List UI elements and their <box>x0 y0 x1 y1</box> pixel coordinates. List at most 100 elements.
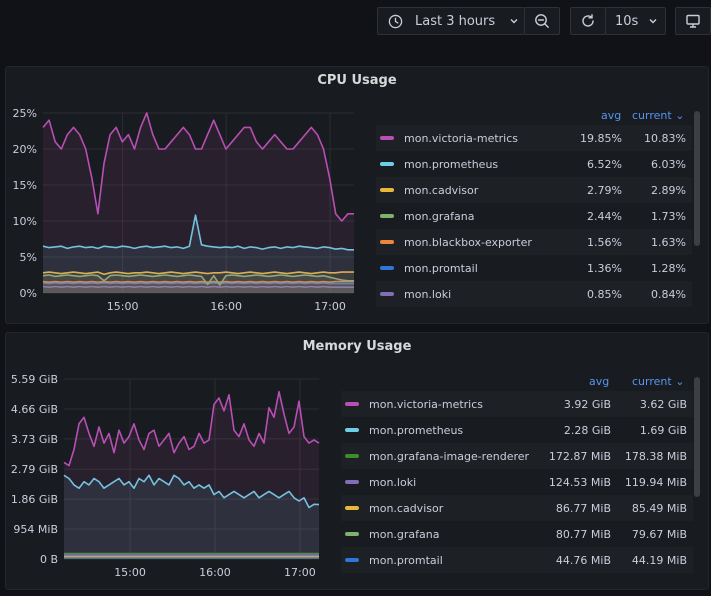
series-line[interactable] <box>42 271 354 276</box>
series-color-swatch[interactable] <box>380 292 394 296</box>
legend-current-header[interactable]: current ⌄ <box>632 375 685 388</box>
series-color-swatch[interactable] <box>380 214 394 218</box>
series-line[interactable] <box>42 280 354 283</box>
y-tick-label: 1.86 GiB <box>11 493 58 506</box>
series-name[interactable]: mon.prometheus <box>404 157 499 171</box>
panel-title[interactable]: CPU Usage <box>317 73 397 88</box>
series-name[interactable]: mon.victoria-metrics <box>404 131 519 145</box>
y-tick-label: 5.59 GiB <box>11 373 58 386</box>
legend-item[interactable]: mon.grafana-image-renderer 172.87 MiB 178.… <box>341 443 693 469</box>
series-line[interactable] <box>63 474 320 509</box>
series-area <box>43 275 354 293</box>
series-current-value: 6.03% <box>651 157 686 171</box>
memory-usage-panel: Memory Usage 0 B 954 MiB 1.86 GiB 2.79 GiB 3… <box>5 332 709 590</box>
series-line[interactable] <box>42 285 354 288</box>
series-area <box>64 391 319 559</box>
series-color-swatch[interactable] <box>345 402 359 406</box>
legend-item[interactable]: mon.grafana 2.44% 1.73% <box>376 203 692 229</box>
y-tick-label: 15% <box>13 179 37 192</box>
series-name[interactable]: mon.cadvisor <box>404 183 479 197</box>
tv-mode-button[interactable] <box>675 7 711 35</box>
legend-item[interactable]: mon.loki 0.85% 0.84% <box>376 281 692 307</box>
series-color-swatch[interactable] <box>345 558 359 562</box>
refresh-interval-picker[interactable]: 10s <box>605 7 666 35</box>
series-color-swatch[interactable] <box>345 506 359 510</box>
series-avg-value: 124.53 MiB <box>548 475 611 489</box>
legend-item[interactable]: mon.cadvisor 86.77 MiB 85.49 MiB <box>341 495 693 521</box>
time-range-label: Last 3 hours <box>415 13 496 29</box>
series-name[interactable]: mon.loki <box>369 475 417 489</box>
legend-avg-header[interactable]: avg <box>601 109 622 122</box>
series-area <box>43 215 354 293</box>
series-color-swatch[interactable] <box>380 266 394 270</box>
y-tick-label: 0 B <box>40 553 58 566</box>
series-color-swatch[interactable] <box>345 532 359 536</box>
zoom-out-button[interactable] <box>524 7 560 35</box>
series-current-value: 44.19 MiB <box>631 553 687 567</box>
series-name[interactable]: mon.grafana-image-renderer <box>369 449 530 463</box>
series-color-swatch[interactable] <box>345 428 359 432</box>
x-tick-label: 16:00 <box>199 566 231 579</box>
series-area <box>43 282 354 293</box>
series-name[interactable]: mon.blackbox-exporter <box>404 235 532 249</box>
legend-item[interactable]: mon.promtail 44.76 MiB 44.19 MiB <box>341 547 693 573</box>
y-tick-label: 20% <box>13 143 37 156</box>
legend-item[interactable]: mon.prometheus 6.52% 6.03% <box>376 151 692 177</box>
series-area <box>43 286 354 293</box>
series-name[interactable]: mon.prometheus <box>369 423 464 437</box>
series-color-swatch[interactable] <box>345 480 359 484</box>
legend-item[interactable]: mon.prometheus 2.28 GiB 1.69 GiB <box>341 417 693 443</box>
series-avg-value: 0.85% <box>587 287 622 301</box>
series-name[interactable]: mon.grafana <box>369 527 440 541</box>
legend-scrollbar[interactable] <box>694 377 700 497</box>
series-name[interactable]: mon.promtail <box>404 261 478 275</box>
series-color-swatch[interactable] <box>345 454 359 458</box>
legend-item[interactable]: mon.victoria-metrics 19.85% 10.83% <box>376 125 692 151</box>
panel-title[interactable]: Memory Usage <box>302 339 412 354</box>
series-line[interactable] <box>42 282 354 285</box>
series-avg-value: 2.44% <box>587 209 622 223</box>
series-current-value: 85.49 MiB <box>631 501 687 515</box>
series-line[interactable] <box>42 274 354 286</box>
series-current-value: 1.63% <box>651 235 686 249</box>
series-area <box>43 272 354 293</box>
legend-item[interactable]: mon.loki 124.53 MiB 119.94 MiB <box>341 469 693 495</box>
series-avg-value: 6.52% <box>587 157 622 171</box>
series-color-swatch[interactable] <box>380 136 394 140</box>
series-name[interactable]: mon.promtail <box>369 553 443 567</box>
y-tick-label: 4.66 GiB <box>11 403 58 416</box>
series-line[interactable] <box>42 214 354 251</box>
series-line[interactable] <box>42 112 354 222</box>
series-color-swatch[interactable] <box>380 188 394 192</box>
series-avg-value: 3.92 GiB <box>563 397 611 411</box>
series-line[interactable] <box>63 390 320 467</box>
zoom-out-icon <box>534 13 550 29</box>
plot-area <box>43 113 354 293</box>
legend-avg-header[interactable]: avg <box>589 375 610 388</box>
legend-item[interactable]: mon.blackbox-exporter 1.56% 1.63% <box>376 229 692 255</box>
series-name[interactable]: mon.loki <box>404 287 452 301</box>
legend-current-header[interactable]: current ⌄ <box>632 109 685 122</box>
series-name[interactable]: mon.cadvisor <box>369 501 444 515</box>
y-tick-label: 5% <box>20 251 37 264</box>
chevron-down-icon: ⌄ <box>675 375 685 388</box>
series-avg-value: 172.87 MiB <box>548 449 611 463</box>
cpu-legend: avg current ⌄ mon.victoria-metrics 19.85%… <box>376 109 702 319</box>
series-color-swatch[interactable] <box>380 240 394 244</box>
series-color-swatch[interactable] <box>380 162 394 166</box>
series-name[interactable]: mon.grafana <box>404 209 475 223</box>
legend-item[interactable]: mon.cadvisor 2.79% 2.89% <box>376 177 692 203</box>
legend-item[interactable]: mon.promtail 1.36% 1.28% <box>376 255 692 281</box>
time-range-picker[interactable]: Last 3 hours <box>377 7 525 35</box>
series-area <box>43 113 354 293</box>
legend-item[interactable]: mon.victoria-metrics 3.92 GiB 3.62 GiB <box>341 391 693 417</box>
legend-scrollbar[interactable] <box>694 111 700 246</box>
series-avg-value: 80.77 MiB <box>555 527 611 541</box>
refresh-button[interactable] <box>570 7 606 35</box>
series-current-value: 2.89% <box>651 183 686 197</box>
series-name[interactable]: mon.victoria-metrics <box>369 397 484 411</box>
legend-item[interactable]: mon.grafana 80.77 MiB 79.67 MiB <box>341 521 693 547</box>
x-tick-label: 15:00 <box>114 566 146 579</box>
series-current-value: 3.62 GiB <box>639 397 687 411</box>
series-avg-value: 1.56% <box>587 235 622 249</box>
